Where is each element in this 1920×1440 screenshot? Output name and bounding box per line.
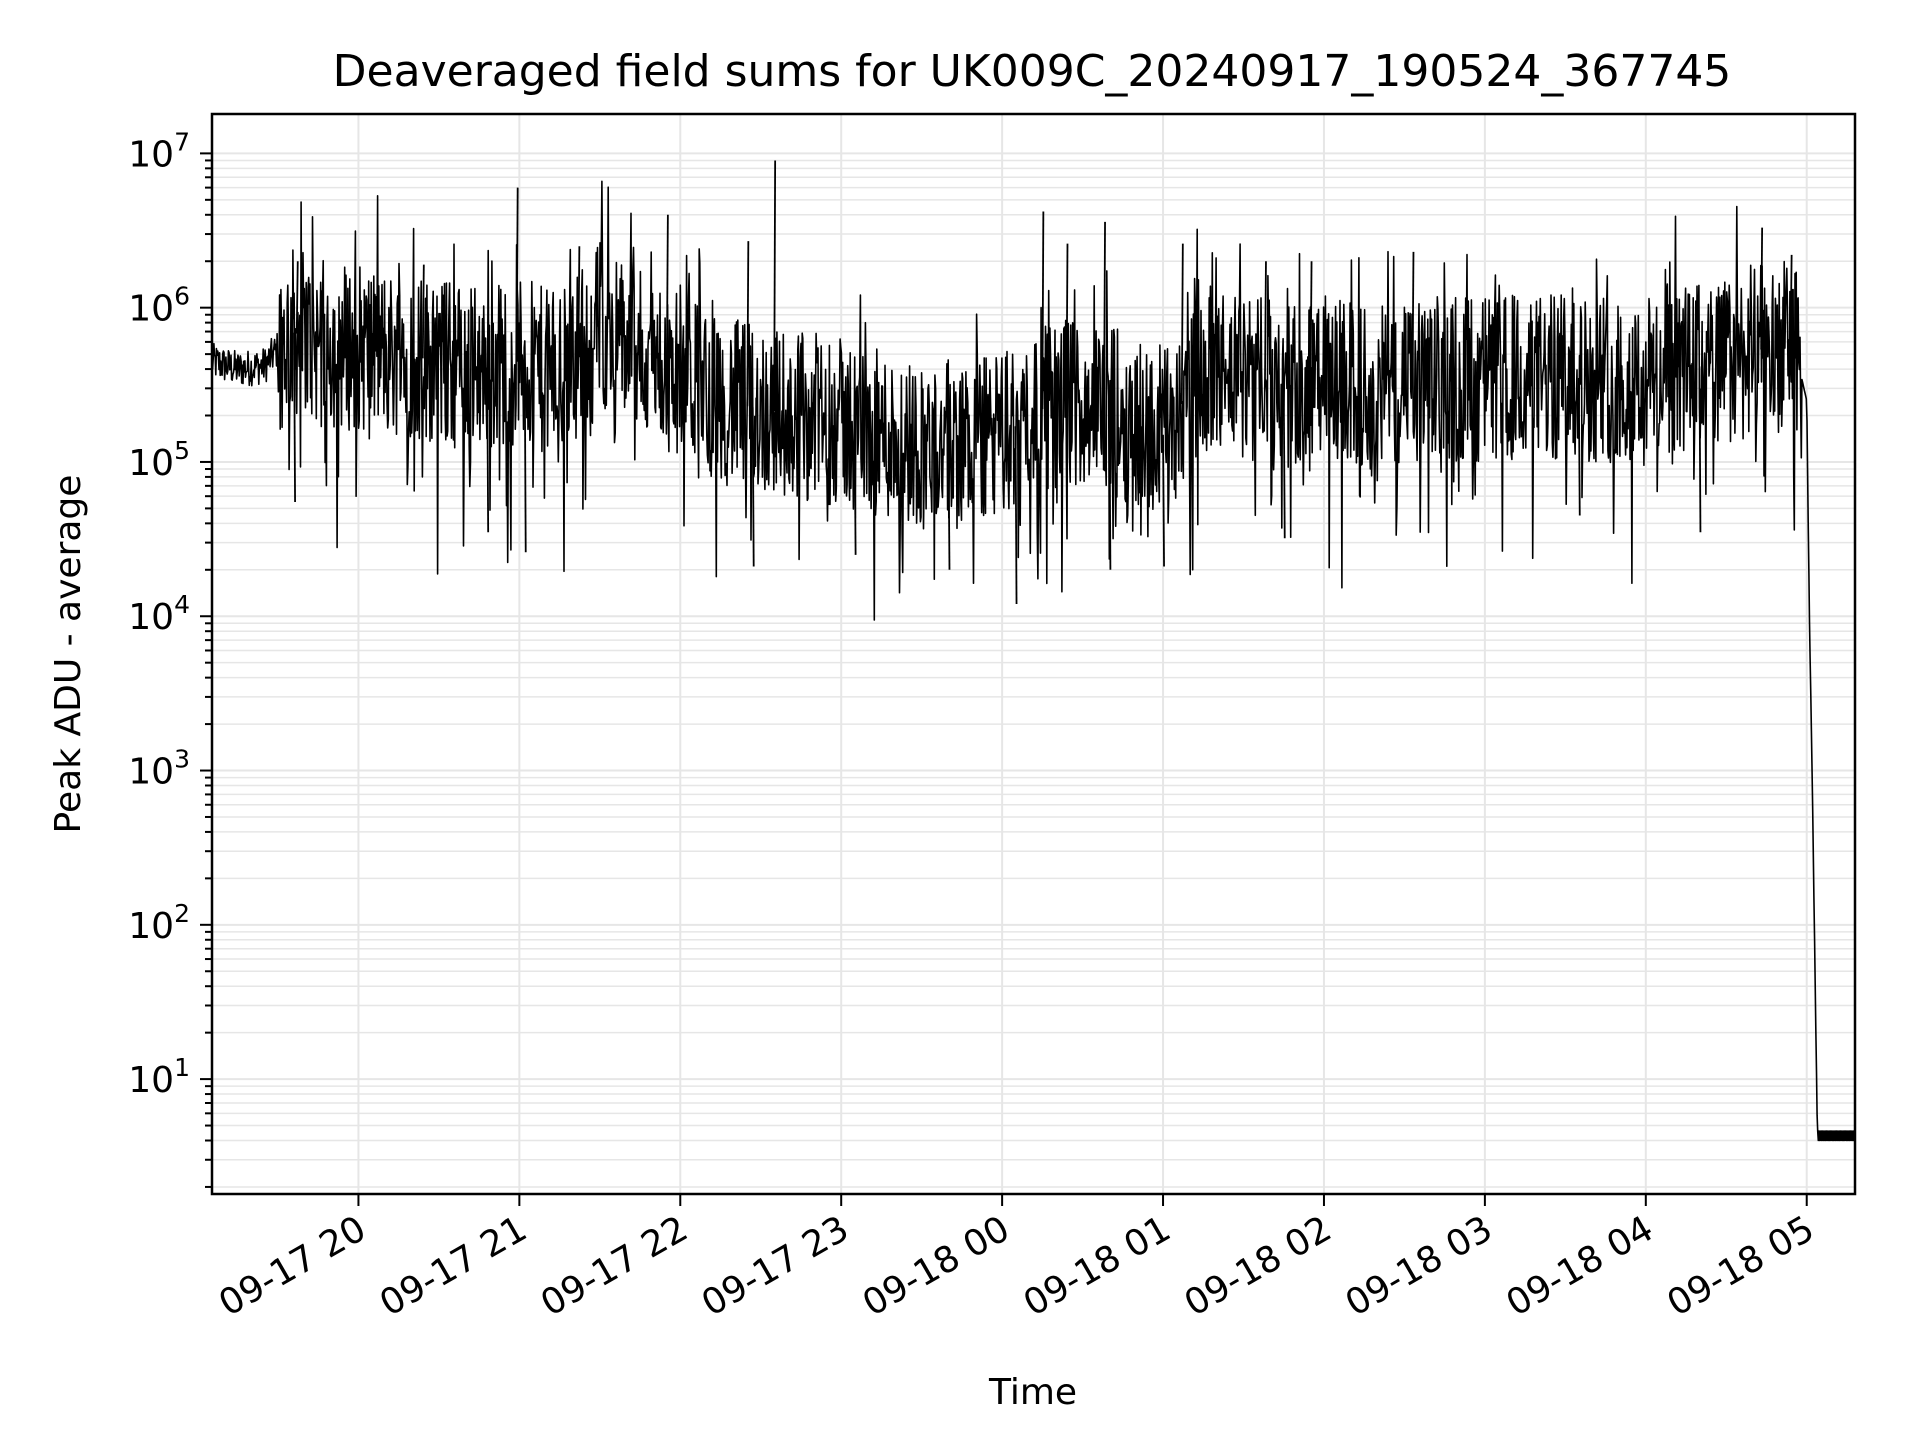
- series-spike: [577, 246, 581, 353]
- y-tick-label: 103: [128, 745, 190, 793]
- y-tick-label: 102: [128, 899, 190, 947]
- series-spike: [1264, 261, 1267, 384]
- series-spike: [1041, 211, 1045, 410]
- series-spike: [665, 214, 669, 365]
- series-spike: [1162, 434, 1165, 567]
- y-tick-label: 107: [128, 127, 190, 175]
- series-spike: [1108, 410, 1112, 570]
- series-spike: [751, 407, 755, 567]
- series-spike: [515, 187, 519, 362]
- x-axis-label: Time: [988, 1372, 1077, 1413]
- series-spike: [523, 363, 527, 553]
- data-series: [211, 160, 1856, 1142]
- series-spike: [1103, 221, 1106, 409]
- y-axis: 101 102 103 104 105 106 107: [128, 127, 212, 1188]
- series-spike: [1789, 254, 1793, 343]
- series-spike: [947, 444, 951, 570]
- series-spike: [1411, 251, 1415, 387]
- y-tick-label: 104: [128, 590, 190, 638]
- series-spike: [1065, 243, 1069, 404]
- series-spike: [1760, 227, 1764, 350]
- y-tick-label: 106: [128, 282, 190, 330]
- series-spike: [1014, 426, 1018, 605]
- series-spike: [1698, 366, 1702, 533]
- series-spike: [293, 332, 296, 503]
- y-axis-label: Peak ADU - average: [48, 475, 89, 834]
- series-spike: [295, 261, 299, 334]
- plot-frame: [210, 112, 1857, 1196]
- y-tick-label: 105: [128, 436, 190, 484]
- series-spike: [1180, 243, 1184, 405]
- series-spike: [421, 264, 425, 359]
- series-line: [211, 180, 1856, 1142]
- series-spike: [853, 426, 857, 555]
- series-spike: [1282, 388, 1286, 539]
- series-spike: [773, 160, 777, 412]
- chart-title: Deaveraged field sums for UK009C_2024091…: [333, 46, 1732, 97]
- series-spike: [1577, 378, 1581, 516]
- series-spike: [486, 367, 490, 533]
- series-spike: [1309, 261, 1313, 382]
- grid: [212, 114, 1855, 1194]
- y-tick-label: 101: [128, 1053, 190, 1101]
- series-spike: [746, 241, 750, 407]
